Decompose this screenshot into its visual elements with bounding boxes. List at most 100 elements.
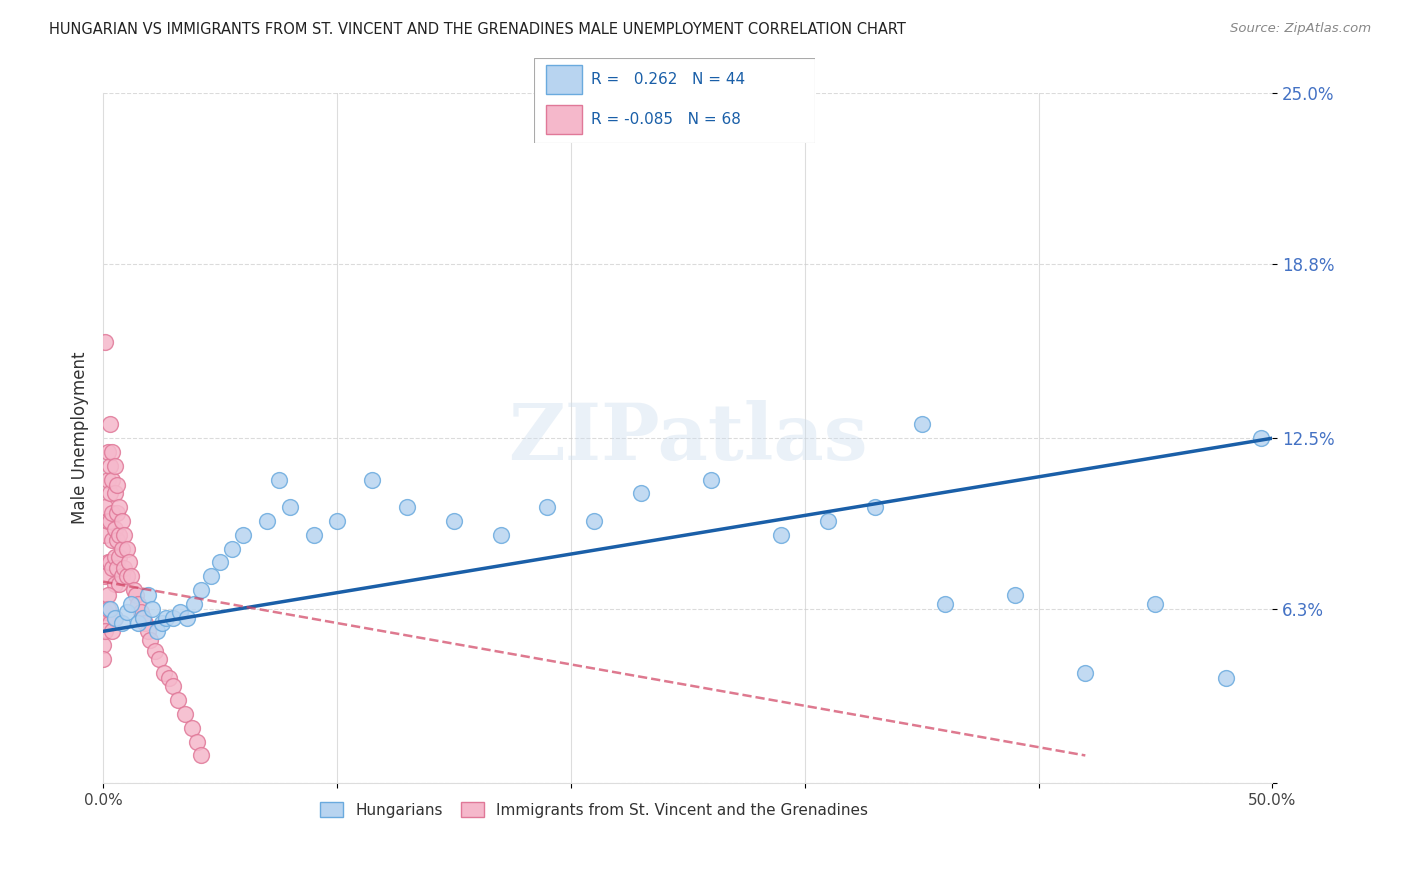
Point — [174, 707, 197, 722]
Point — [94, 528, 117, 542]
Point — [108, 549, 131, 564]
Point — [232, 528, 254, 542]
Point — [115, 569, 138, 583]
Point — [104, 458, 127, 473]
Point — [97, 602, 120, 616]
Point — [98, 417, 121, 432]
Text: R =   0.262   N = 44: R = 0.262 N = 44 — [591, 71, 745, 87]
Point — [105, 506, 128, 520]
Point — [162, 610, 184, 624]
Point — [183, 597, 205, 611]
Point — [186, 734, 208, 748]
Point — [153, 665, 176, 680]
Point — [94, 569, 117, 583]
Point — [267, 473, 290, 487]
Point — [91, 652, 114, 666]
Text: HUNGARIAN VS IMMIGRANTS FROM ST. VINCENT AND THE GRENADINES MALE UNEMPLOYMENT CO: HUNGARIAN VS IMMIGRANTS FROM ST. VINCENT… — [49, 22, 905, 37]
Point — [120, 597, 142, 611]
Point — [111, 514, 134, 528]
Point — [97, 445, 120, 459]
Point — [132, 610, 155, 624]
Point — [118, 555, 141, 569]
Point — [104, 577, 127, 591]
Point — [1074, 665, 1097, 680]
Bar — [546, 105, 582, 134]
Point — [108, 577, 131, 591]
Point — [108, 500, 131, 515]
Point — [934, 597, 956, 611]
Text: R = -0.085   N = 68: R = -0.085 N = 68 — [591, 112, 741, 128]
Text: Source: ZipAtlas.com: Source: ZipAtlas.com — [1230, 22, 1371, 36]
Point — [817, 514, 839, 528]
Point — [169, 605, 191, 619]
Point — [132, 610, 155, 624]
Point — [97, 514, 120, 528]
Point — [91, 638, 114, 652]
Point — [112, 561, 135, 575]
Point — [190, 748, 212, 763]
Point — [98, 514, 121, 528]
Point — [200, 569, 222, 583]
Point — [101, 533, 124, 548]
Point — [141, 602, 163, 616]
Point — [101, 561, 124, 575]
Point — [112, 528, 135, 542]
Point — [136, 589, 159, 603]
Point — [104, 549, 127, 564]
Point — [221, 541, 243, 556]
Point — [143, 643, 166, 657]
Point — [101, 624, 124, 639]
Point — [278, 500, 301, 515]
Point — [120, 569, 142, 583]
Point — [104, 610, 127, 624]
Point — [396, 500, 419, 515]
Point — [910, 417, 932, 432]
Point — [127, 597, 149, 611]
Point — [98, 615, 121, 630]
Point — [108, 528, 131, 542]
Point — [125, 589, 148, 603]
Point — [104, 610, 127, 624]
Point — [122, 582, 145, 597]
Point — [176, 610, 198, 624]
Point — [134, 615, 156, 630]
Point — [536, 500, 558, 515]
Point — [148, 652, 170, 666]
Text: ZIPatlas: ZIPatlas — [508, 401, 868, 476]
Point — [105, 533, 128, 548]
Point — [111, 615, 134, 630]
Point — [1215, 671, 1237, 685]
Point — [167, 693, 190, 707]
Point — [583, 514, 606, 528]
Point — [104, 522, 127, 536]
Legend: Hungarians, Immigrants from St. Vincent and the Grenadines: Hungarians, Immigrants from St. Vincent … — [314, 796, 875, 823]
Point — [443, 514, 465, 528]
Point — [94, 334, 117, 349]
Point — [101, 473, 124, 487]
Point — [1144, 597, 1167, 611]
Bar — [546, 65, 582, 94]
Point — [700, 473, 723, 487]
Point — [97, 589, 120, 603]
Point — [94, 624, 117, 639]
Point — [98, 458, 121, 473]
Point — [105, 478, 128, 492]
Point — [190, 582, 212, 597]
Point — [98, 555, 121, 569]
Point — [98, 486, 121, 500]
Point — [770, 528, 793, 542]
Point — [361, 473, 384, 487]
Point — [139, 632, 162, 647]
Point — [97, 555, 120, 569]
Point — [302, 528, 325, 542]
Point — [630, 486, 652, 500]
Point — [115, 541, 138, 556]
Point — [129, 605, 152, 619]
Point — [1250, 431, 1272, 445]
Point — [256, 514, 278, 528]
Point — [105, 561, 128, 575]
Point — [104, 486, 127, 500]
Point — [326, 514, 349, 528]
Point — [162, 680, 184, 694]
Point — [489, 528, 512, 542]
